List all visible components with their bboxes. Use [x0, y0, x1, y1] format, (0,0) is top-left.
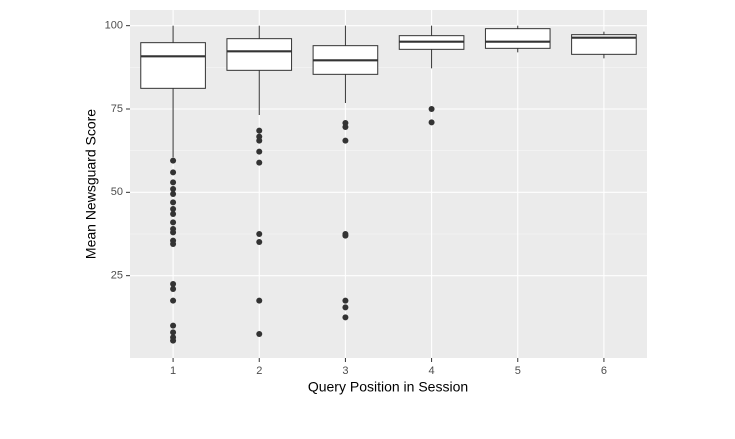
outlier [342, 297, 349, 304]
outlier [170, 191, 177, 197]
outlier [342, 124, 349, 130]
outlier [170, 186, 177, 192]
outlier [170, 211, 177, 217]
x-tick-label: 4 [429, 365, 435, 377]
outlier [170, 337, 177, 344]
box [484, 28, 551, 49]
box [571, 34, 637, 55]
y-tick-label: 50 [111, 186, 123, 198]
x-tick-label: 5 [515, 365, 521, 377]
x-tick-label: 1 [170, 365, 176, 377]
outlier [170, 169, 177, 176]
box [226, 38, 293, 71]
x-tick-label: 3 [342, 365, 348, 377]
outlier [170, 199, 177, 206]
x-tick-label: 6 [601, 365, 607, 377]
x-tick-label: 2 [256, 365, 262, 377]
outlier [170, 229, 177, 236]
box [140, 42, 206, 89]
outlier [170, 329, 177, 336]
outlier [256, 148, 263, 155]
outlier [256, 137, 263, 144]
outlier [170, 322, 177, 329]
y-tick-label: 100 [105, 20, 123, 32]
outlier [428, 106, 435, 112]
outlier [256, 231, 263, 237]
outlier [342, 232, 349, 239]
outlier [256, 239, 263, 245]
outlier [342, 304, 349, 311]
y-tick-label: 75 [111, 103, 123, 115]
outlier [170, 219, 177, 226]
x-axis-title: Query Position in Session [308, 379, 468, 395]
outlier [170, 179, 177, 186]
panel [130, 10, 647, 358]
y-tick-label: 25 [111, 270, 123, 282]
outlier [170, 206, 177, 212]
outlier [170, 281, 177, 287]
outlier [342, 314, 349, 321]
outlier [256, 331, 263, 337]
outlier [170, 297, 177, 304]
outlier [170, 241, 177, 247]
outlier [428, 119, 435, 126]
outlier [256, 159, 263, 166]
outlier [170, 157, 177, 164]
outlier [256, 297, 263, 304]
outlier [342, 137, 349, 144]
outlier [256, 127, 263, 134]
outlier [170, 286, 177, 292]
y-axis-title: Mean Newsguard Score [83, 109, 99, 259]
